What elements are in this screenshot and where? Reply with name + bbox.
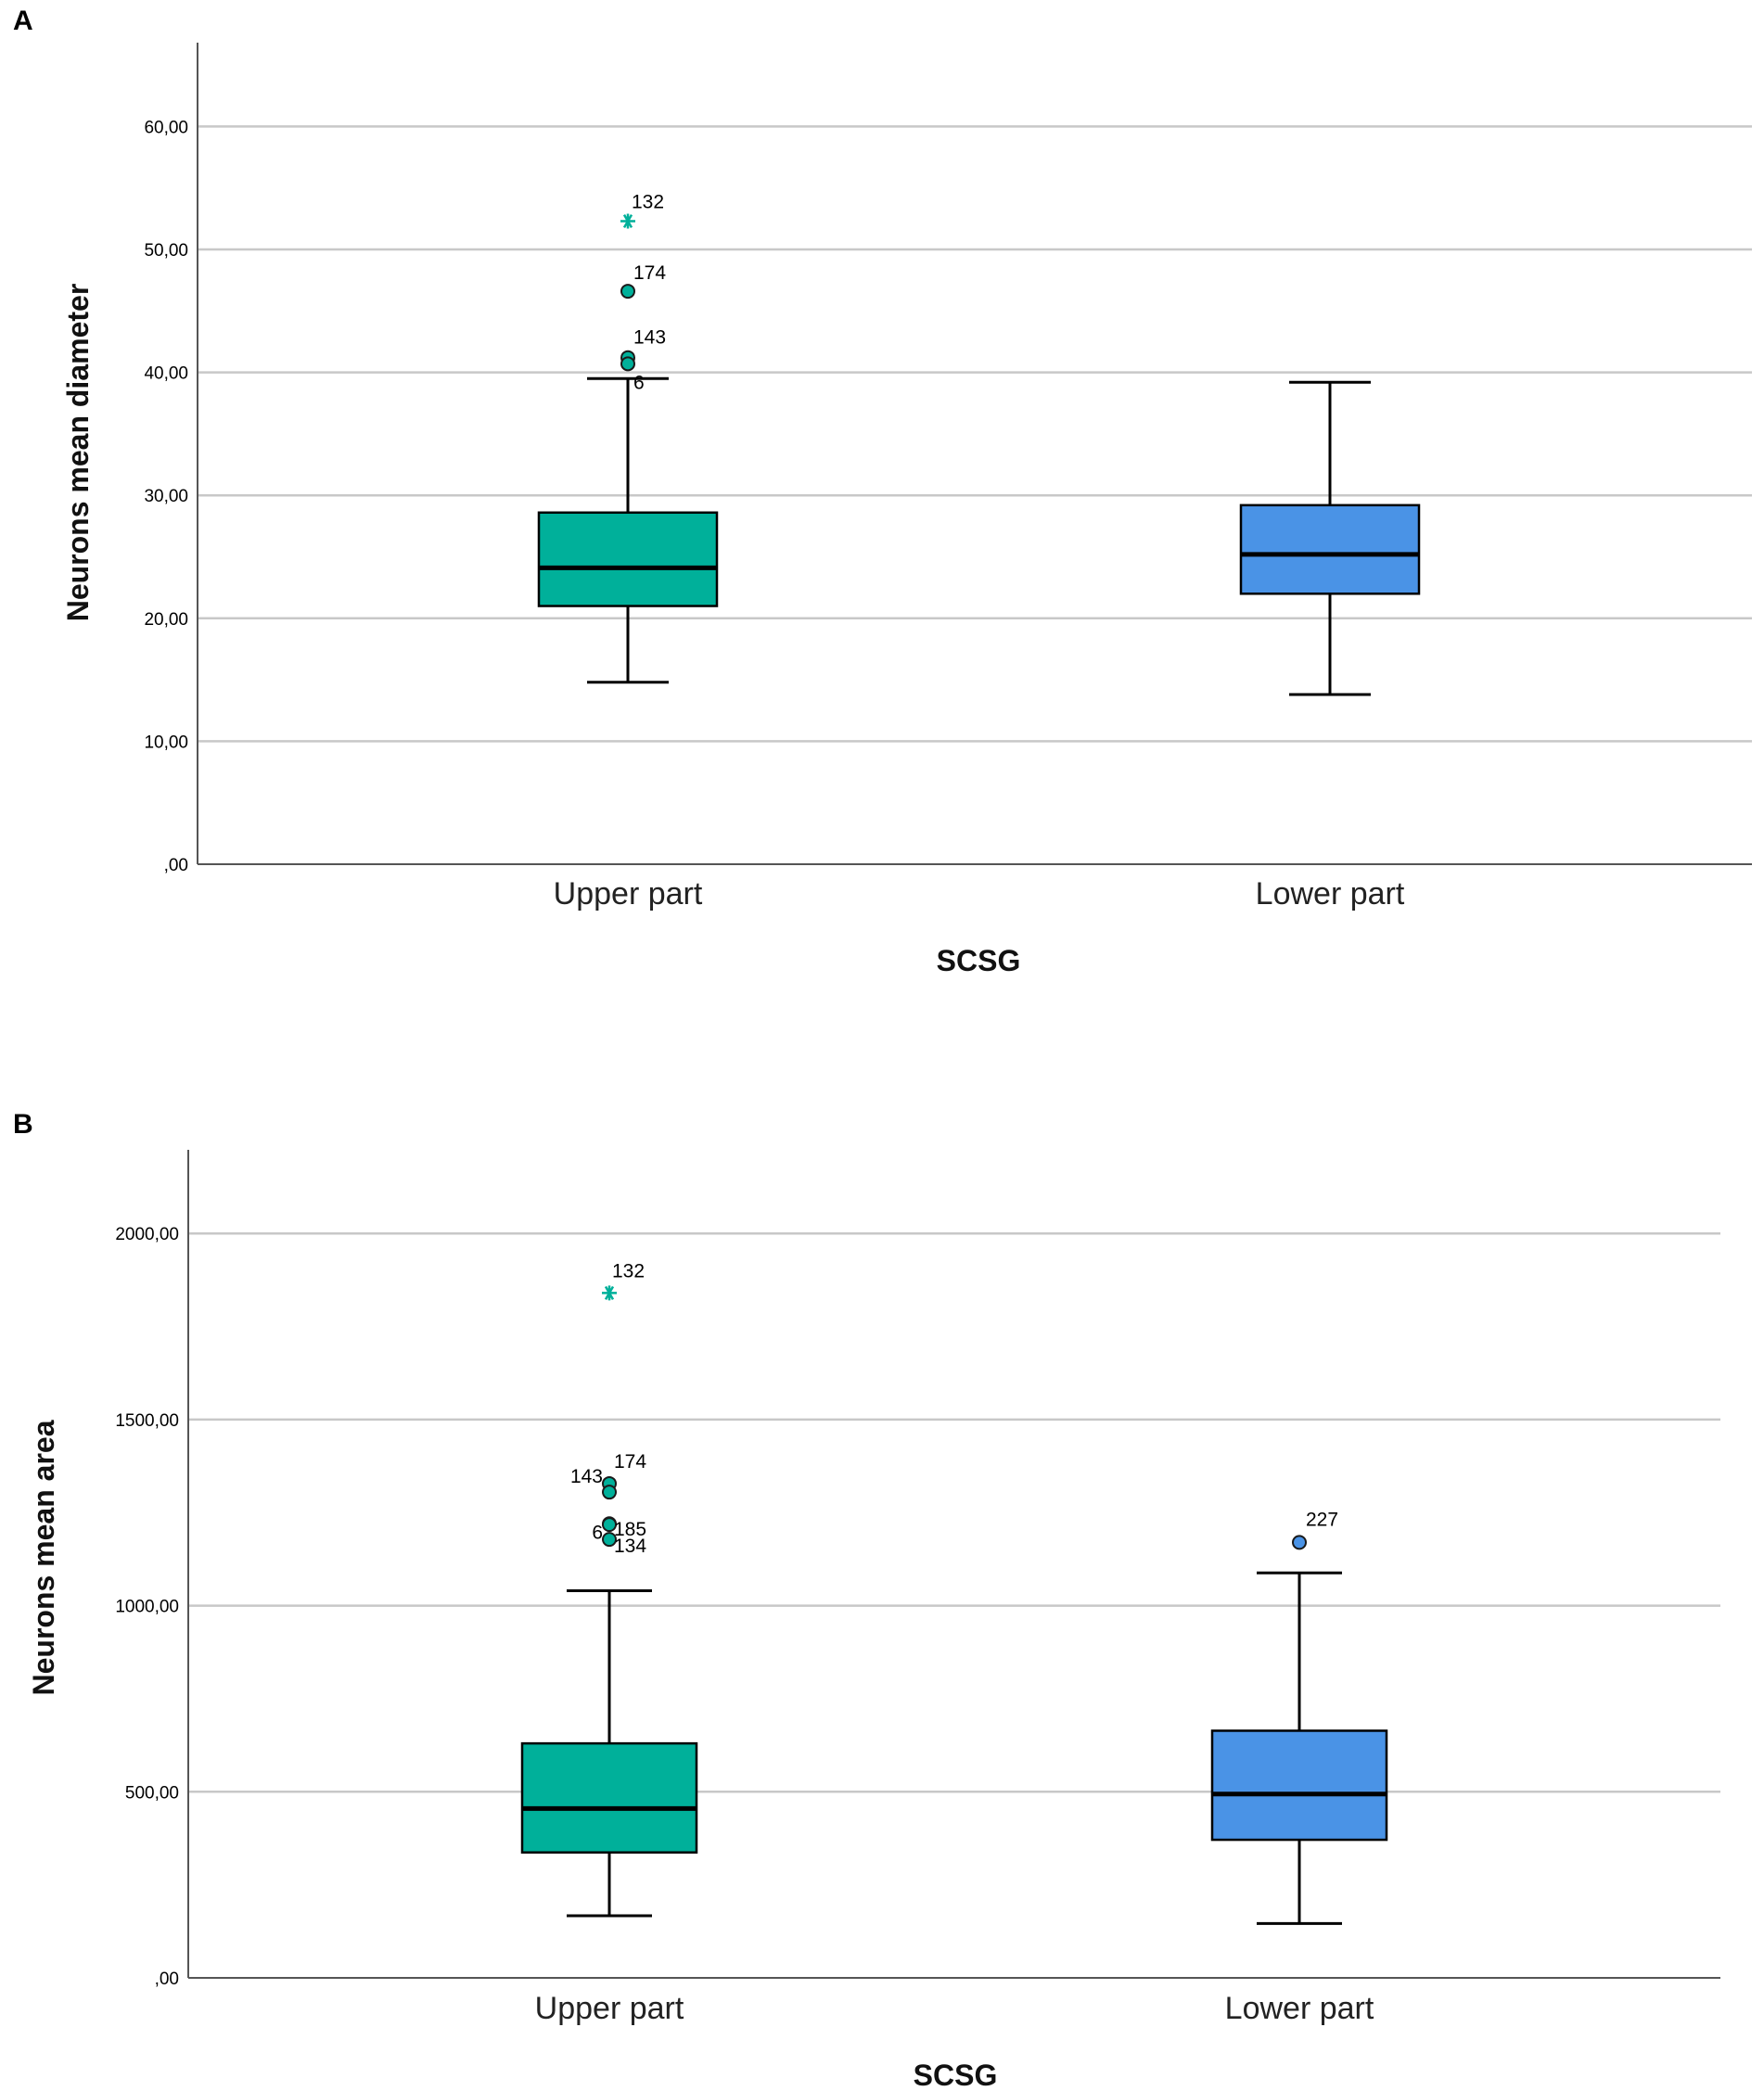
outlier-label: 132 xyxy=(612,1260,645,1281)
x-category-label: Lower part xyxy=(1256,876,1405,912)
y-tick-label: ,00 xyxy=(155,1970,179,1989)
y-tick-label: 1000,00 xyxy=(115,1598,179,1617)
y-tick-label: 40,00 xyxy=(144,364,188,384)
y-tick-label: 2000,00 xyxy=(115,1225,179,1244)
y-tick-label: 60,00 xyxy=(144,118,188,137)
outlier-label: 134 xyxy=(614,1536,646,1557)
panel-label-a: A xyxy=(13,6,33,36)
y-tick-label: 50,00 xyxy=(144,241,188,261)
iqr-box xyxy=(1239,504,1421,595)
y-tick-label: 500,00 xyxy=(125,1783,179,1803)
outlier-label: 174 xyxy=(614,1451,646,1473)
box-lower-part: 227 xyxy=(1210,1509,1388,1925)
box-upper-part: 132 174 143 6 xyxy=(537,192,719,684)
x-axis-title: SCSG xyxy=(914,2059,998,2091)
outlier-label: 143 xyxy=(570,1466,603,1487)
outlier-label: 6 xyxy=(592,1522,603,1543)
x-category-label: Upper part xyxy=(554,876,703,912)
iqr-box xyxy=(537,511,719,607)
outlier-point xyxy=(602,1532,617,1548)
outlier-label: 174 xyxy=(633,262,666,284)
outlier-label: 143 xyxy=(633,327,666,349)
y-tick-label: ,00 xyxy=(164,856,188,875)
outlier-point xyxy=(602,1517,617,1533)
outlier-label: 185 xyxy=(614,1519,646,1540)
y-tick-label: 20,00 xyxy=(144,610,188,630)
outlier-point xyxy=(602,1485,617,1500)
outlier-point xyxy=(1292,1535,1307,1550)
iqr-box xyxy=(520,1741,698,1854)
y-tick-label: 10,00 xyxy=(144,733,188,752)
y-axis-title: Neurons mean diameter xyxy=(61,284,95,622)
outlier-point xyxy=(620,284,635,300)
x-category-label: Lower part xyxy=(1225,1991,1374,2026)
x-axis-title: SCSG xyxy=(937,944,1021,977)
chart-panel-b: ,00 500,00 1000,00 1500,00 2000,00 132 174 143 6… xyxy=(27,1150,1720,2091)
outlier-point xyxy=(620,356,635,372)
y-tick-label: 1500,00 xyxy=(115,1411,179,1431)
outlier-star xyxy=(620,213,635,229)
outlier-label: 132 xyxy=(632,192,664,213)
panel-label-b: B xyxy=(13,1109,33,1140)
y-tick-label: 30,00 xyxy=(144,487,188,506)
box-lower-part xyxy=(1239,380,1421,696)
chart-panel-a: ,0010,0020,0030,0040,0050,0060,001321741… xyxy=(61,43,1752,977)
outlier-label: 6 xyxy=(633,372,645,393)
outlier-star xyxy=(602,1285,617,1301)
y-axis-title: Neurons mean area xyxy=(27,1420,60,1695)
outlier-label: 227 xyxy=(1306,1509,1338,1530)
x-category-label: Upper part xyxy=(535,1991,684,2026)
iqr-box xyxy=(1210,1729,1388,1842)
